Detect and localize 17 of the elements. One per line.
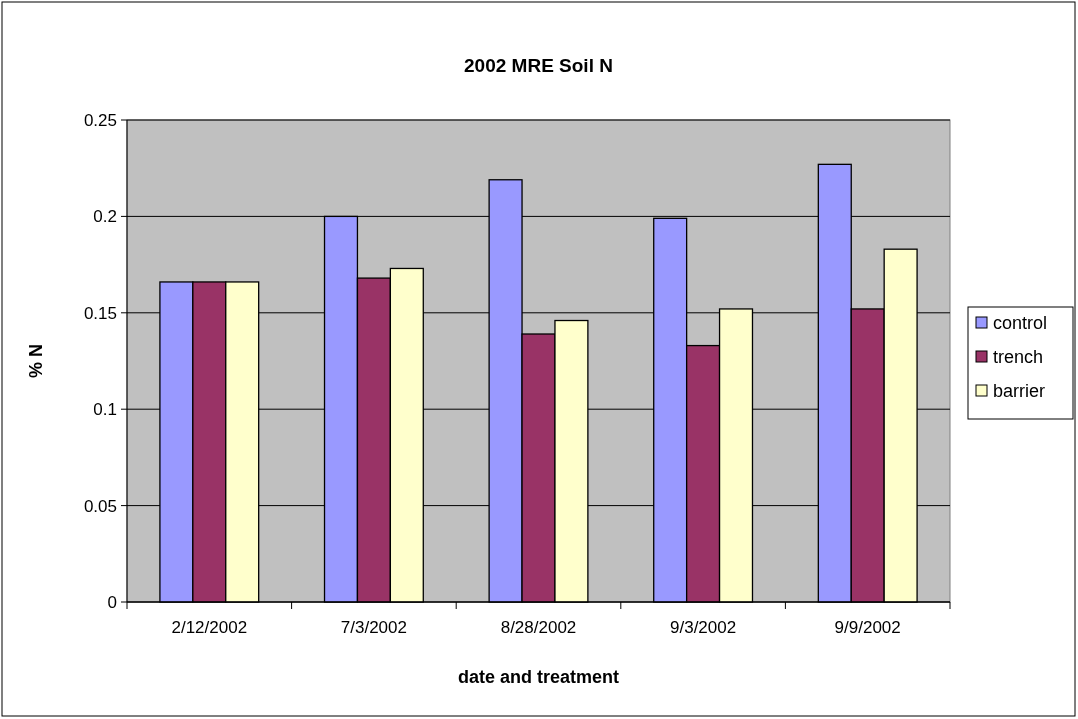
x-tick-label: 9/9/2002 <box>834 618 901 637</box>
y-tick-label: 0.05 <box>83 496 117 516</box>
y-tick-label: 0.25 <box>83 110 117 130</box>
legend-label: control <box>993 313 1048 334</box>
legend-label: trench <box>993 347 1044 368</box>
y-tick-label: 0.15 <box>83 303 117 323</box>
chart-title: 2002 MRE Soil N <box>464 55 613 76</box>
y-tick-label: 0 <box>107 592 117 612</box>
legend-label: barrier <box>993 381 1046 402</box>
y-axis-title: % N <box>26 343 46 379</box>
x-tick-label: 8/28/2002 <box>500 618 577 637</box>
x-tick-label: 9/3/2002 <box>670 618 737 637</box>
y-tick-label: 0.1 <box>93 400 117 420</box>
y-tick-label: 0.2 <box>93 207 117 227</box>
x-axis-title: date and treatment <box>457 667 620 687</box>
x-tick-label: 2/12/2002 <box>171 618 248 637</box>
x-tick-label: 7/3/2002 <box>340 618 407 637</box>
